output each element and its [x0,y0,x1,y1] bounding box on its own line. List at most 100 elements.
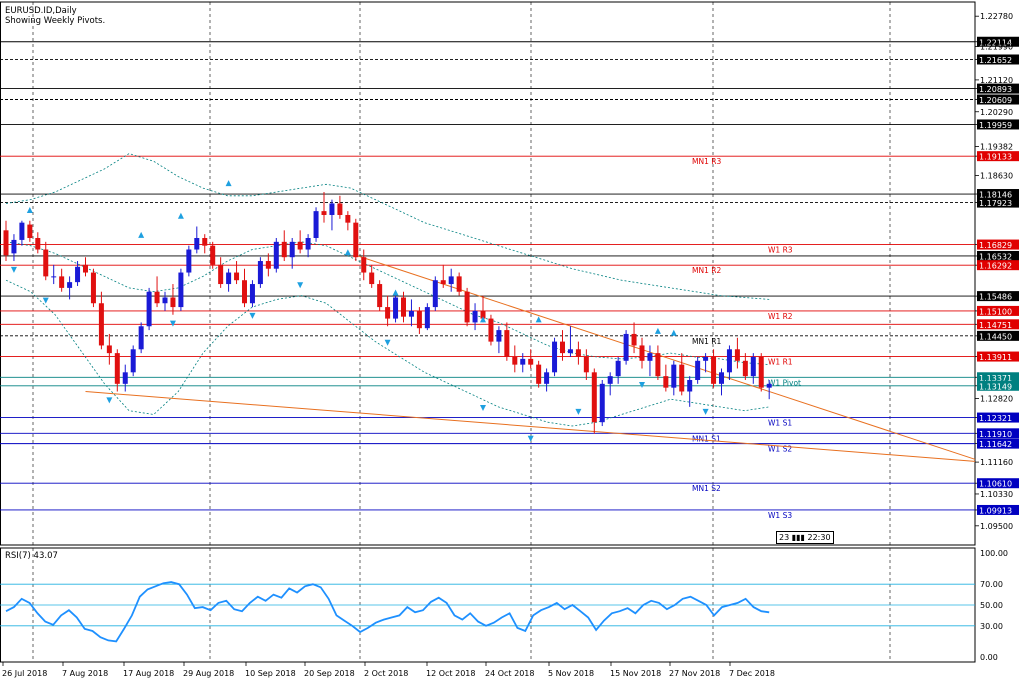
candle-body [663,376,669,388]
candle-body [234,272,240,281]
candle-body [210,245,216,265]
candle-body [711,356,717,384]
candle-body [456,276,462,292]
y-tick-label: 1.21990 [980,43,1013,52]
fractal-up [225,180,232,187]
candle-body [647,353,653,361]
candle [448,268,454,292]
candle [329,199,335,231]
candle [488,314,494,346]
candle-body [138,326,144,350]
price-flag [977,94,1019,105]
candle-body [321,211,327,215]
candle-body [480,310,486,319]
fractal-up [535,316,542,323]
candle [114,349,120,392]
candle-body [734,349,740,361]
y-tick-label: 1.13149 [979,382,1012,391]
price-flag [977,478,1019,489]
candle-body [393,297,399,319]
candle-body [202,238,208,246]
candle [695,356,701,384]
candle-body [758,356,764,388]
candle-body [488,318,494,342]
pivot-label: W1 S1 [768,419,792,428]
candle-body [377,284,383,308]
candle-body [766,383,772,388]
candle [472,303,478,331]
y-tick-label: 1.16292 [979,262,1012,271]
candle [146,287,152,331]
y-tick-label: 1.16829 [979,241,1012,250]
price-flag [977,189,1019,200]
candle-body [353,222,359,258]
candle [416,307,422,334]
price-flag [977,372,1019,383]
fractal-down [575,408,582,415]
candle [226,268,232,292]
candle [178,268,184,311]
candle-body [106,345,112,354]
candle-body [464,291,470,323]
candle [615,356,621,384]
candle-body [750,356,756,377]
candle [583,349,589,380]
pivot-label: W1 R2 [768,312,793,321]
candle-body [273,241,279,269]
y-tick-label: 1.18630 [980,171,1013,180]
y-tick-label: 1.12321 [979,414,1012,423]
price-flag [977,119,1019,130]
y-tick-label: 1.13911 [979,353,1012,362]
pivot-label: MN1 R1 [692,337,721,346]
candle [742,353,748,380]
y-tick-label: 1.14751 [979,321,1012,330]
time-badge[interactable]: 23 ▮▮▮ 22:30 [776,531,834,544]
candle [464,287,470,327]
candle-body [703,356,709,361]
y-tick-label: 1.20290 [980,108,1013,117]
y-tick-label: 1.21120 [980,76,1013,85]
y-tick-label: 1.10330 [980,490,1013,499]
pivot-label: MN1 R3 [692,157,721,166]
candle [35,232,41,254]
candle-body [687,379,693,392]
candle [560,330,565,361]
price-flag [977,305,1019,316]
candle-body [695,360,701,380]
x-tick-label: 29 Aug 2018 [183,669,234,678]
candle [432,276,438,311]
time-badge-left: 23 [779,533,790,542]
pivot-label: W1 Pivot [768,378,801,387]
candle-body [536,364,542,384]
candle-body [726,349,732,373]
candle [750,353,756,384]
pivot-label: W1 S3 [768,511,792,520]
x-tick-label: 26 Jul 2018 [2,669,47,678]
candle-body [528,358,534,365]
y-tick-label: 1.19133 [979,153,1012,162]
candle [758,353,764,392]
fractal-down [480,405,486,412]
fractal-down [106,397,113,404]
fractal-up [392,289,399,296]
candle [567,326,573,357]
y-tick-label: 1.12820 [980,394,1013,403]
candle [639,337,645,369]
y-tick-label: 1.15100 [979,307,1012,316]
candle-body [512,356,518,365]
candle-body [265,261,271,269]
candle-body [504,330,510,357]
candle-body [575,349,581,357]
candle [536,360,542,388]
time-badge-bars: ▮▮▮ [791,533,805,542]
candles-series [3,191,772,434]
time-axis: 26 Jul 2018 7 Aug 2018 17 Aug 2018 29 Aug 2… [2,662,775,678]
candle [289,238,295,269]
candle-body [186,249,192,273]
candle [671,360,677,396]
candle-body [281,241,287,258]
candle [424,303,430,331]
fractal-down [249,312,256,319]
x-tick-label: 2 Oct 2018 [364,669,408,678]
